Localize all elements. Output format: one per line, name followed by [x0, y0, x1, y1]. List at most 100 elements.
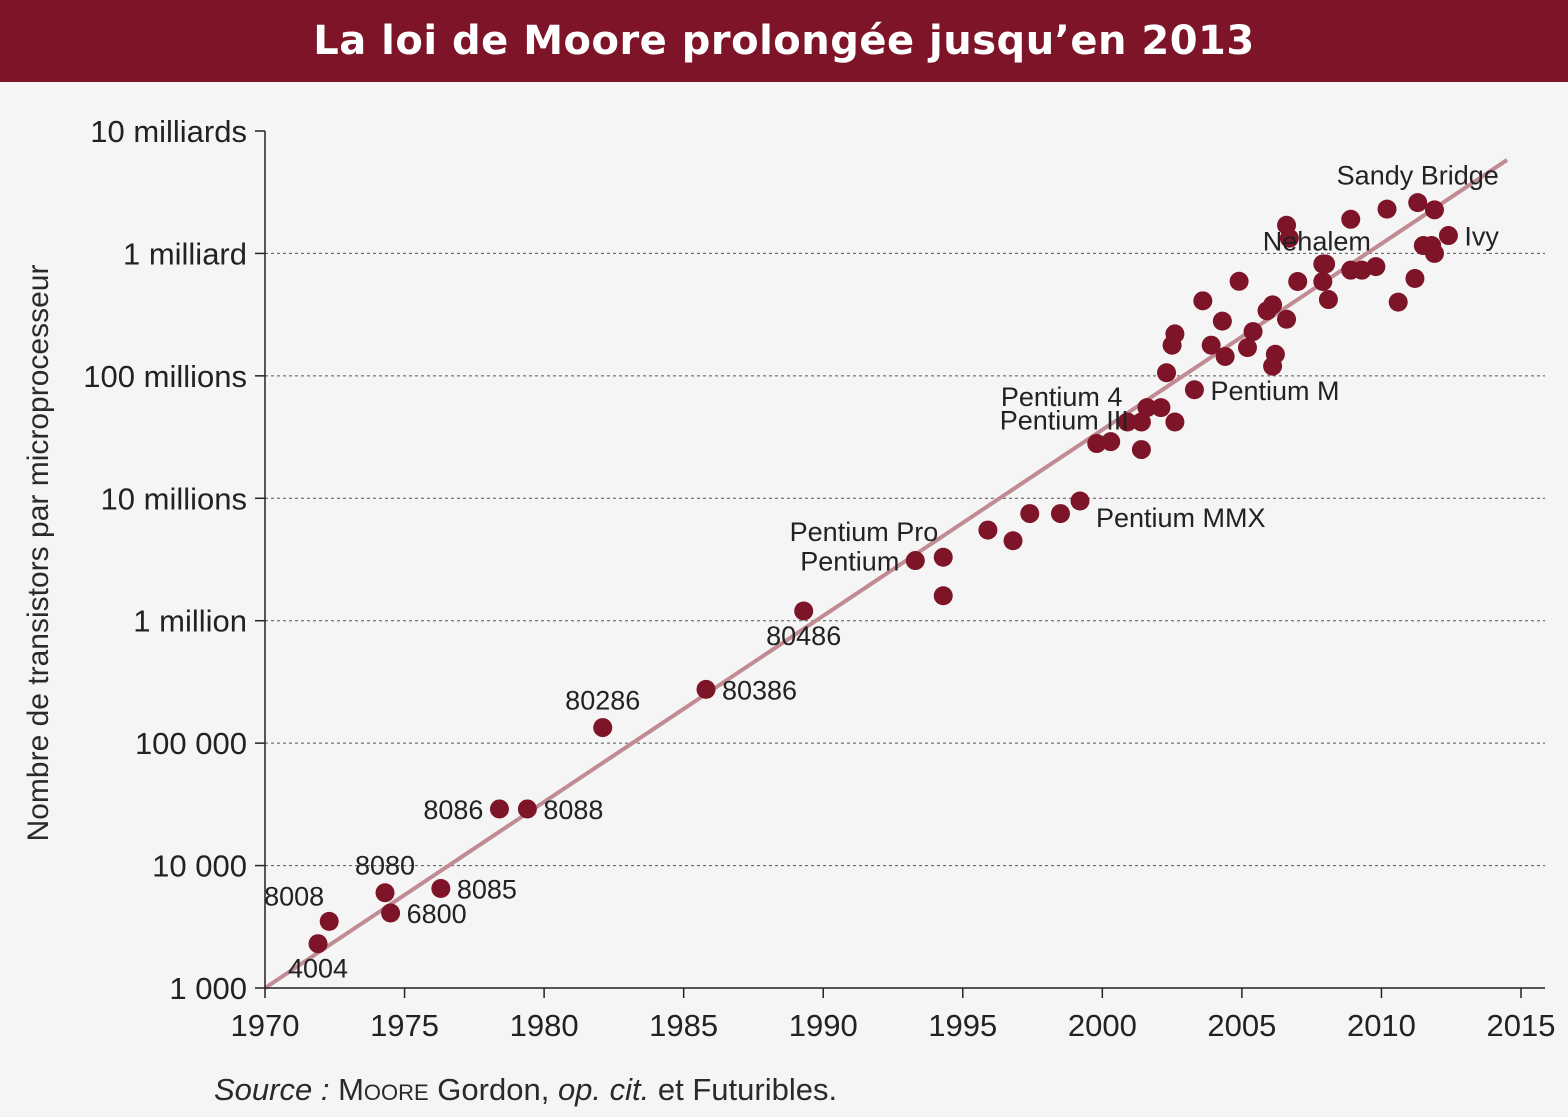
data-point — [1263, 295, 1283, 315]
data-point — [1165, 412, 1185, 432]
data-point — [1318, 290, 1338, 310]
data-point — [1405, 269, 1425, 289]
data-point — [978, 520, 998, 540]
x-tick-label: 2010 — [1347, 1008, 1416, 1043]
data-point — [308, 934, 328, 954]
data-point — [1184, 380, 1204, 400]
data-point — [1101, 432, 1121, 452]
point-label: 80386 — [722, 675, 797, 705]
point-label: 8080 — [355, 851, 415, 881]
point-label: Nehalem — [1263, 227, 1371, 257]
data-point — [1438, 226, 1458, 246]
y-tick-label: 100 millions — [83, 359, 247, 394]
data-point — [1341, 209, 1361, 229]
data-point — [1050, 504, 1070, 524]
data-point — [1243, 322, 1263, 342]
x-tick-label: 2015 — [1487, 1008, 1556, 1043]
point-label: 4004 — [288, 954, 348, 984]
x-tick-label: 2005 — [1207, 1008, 1276, 1043]
point-label: Ivy — [1464, 222, 1499, 252]
data-point — [696, 679, 716, 699]
data-point — [1288, 271, 1308, 291]
data-point — [1131, 440, 1151, 460]
source-cit: op. cit. — [557, 1072, 650, 1107]
y-tick-label: 1 million — [133, 604, 247, 639]
source-author: Moore — [338, 1072, 429, 1107]
point-label: 6800 — [407, 899, 467, 929]
data-point — [1070, 491, 1090, 511]
data-point — [1313, 271, 1333, 291]
data-point — [319, 911, 339, 931]
data-point — [933, 586, 953, 606]
x-tick-label: 1995 — [928, 1008, 997, 1043]
data-point — [1193, 291, 1213, 311]
point-label: 8085 — [457, 874, 517, 904]
trend-line — [263, 158, 1509, 990]
data-point — [1201, 335, 1221, 355]
data-point — [1215, 346, 1235, 366]
y-tick-label: 1 000 — [169, 971, 247, 1006]
data-point — [1388, 292, 1408, 312]
y-tick-label: 1 milliard — [123, 236, 247, 271]
y-tick-label: 10 millions — [101, 481, 247, 516]
y-tick-label: 10 000 — [152, 849, 247, 884]
data-point — [593, 718, 613, 738]
data-point — [1408, 193, 1428, 213]
data-point — [1020, 504, 1040, 524]
point-label: 80486 — [766, 621, 841, 651]
data-point — [1131, 412, 1151, 432]
source-label: Source : — [214, 1072, 330, 1107]
data-point — [1377, 199, 1397, 219]
source-author-rest: Gordon, — [428, 1072, 558, 1107]
tick-labels: 1 000 10 000 100 000 1 million 10 millions 10… — [83, 114, 1555, 1043]
source-rest: et Futuribles. — [649, 1072, 838, 1107]
point-label: 8086 — [423, 795, 483, 825]
source-note: Source : Moore Gordon, op. cit. et Futur… — [214, 1072, 837, 1108]
point-label: 80286 — [565, 686, 640, 716]
data-point — [431, 878, 451, 898]
data-point — [517, 799, 537, 819]
data-point — [1229, 271, 1249, 291]
data-point — [375, 883, 395, 903]
title-banner: La loi de Moore prolongée jusqu’en 2013 — [0, 0, 1568, 82]
point-label: 8008 — [264, 881, 324, 911]
axes — [255, 130, 1545, 998]
x-tick-label: 1985 — [649, 1008, 718, 1043]
x-tick-label: 1990 — [789, 1008, 858, 1043]
page-title: La loi de Moore prolongée jusqu’en 2013 — [313, 18, 1255, 64]
y-tick-label: 10 milliards — [90, 114, 247, 149]
y-tick-label: 100 000 — [135, 726, 247, 761]
data-point — [1366, 257, 1386, 277]
trend-line-layer — [263, 158, 1509, 990]
data-point — [1265, 344, 1285, 364]
data-point — [381, 903, 401, 923]
x-tick-label: 1980 — [510, 1008, 579, 1043]
data-point — [1087, 434, 1107, 454]
y-axis-title: Nombre de transistors par microprocesseu… — [22, 265, 55, 842]
data-point — [1003, 531, 1023, 551]
x-tick-label: 2000 — [1068, 1008, 1137, 1043]
point-label: 8088 — [543, 795, 603, 825]
point-label: Pentium 4 — [1001, 382, 1123, 412]
point-label: Pentium M — [1210, 376, 1339, 406]
data-point — [1424, 243, 1444, 263]
data-point — [1279, 228, 1299, 248]
point-label: Pentium III — [1000, 406, 1129, 436]
x-tick-label: 1975 — [370, 1008, 439, 1043]
data-point — [1424, 200, 1444, 220]
data-point — [1117, 412, 1137, 432]
data-point — [1137, 398, 1157, 418]
data-point — [1151, 398, 1171, 418]
data-point — [1316, 254, 1336, 274]
data-point — [905, 551, 925, 571]
data-points — [308, 193, 1458, 954]
x-tick-label: 1970 — [231, 1008, 300, 1043]
data-point — [1165, 324, 1185, 344]
data-point — [1277, 309, 1297, 329]
data-point — [1157, 363, 1177, 383]
point-label: Pentium — [800, 547, 899, 577]
point-label: Pentium MMX — [1096, 503, 1266, 533]
point-label: Pentium Pro — [790, 517, 939, 547]
